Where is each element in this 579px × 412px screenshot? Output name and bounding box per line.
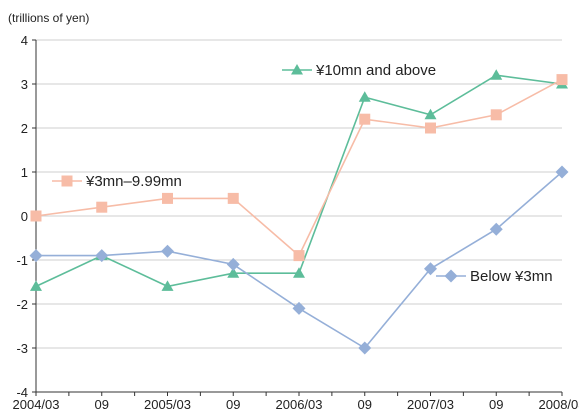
x-tick-labels: 2004/03 09 2005/03 09 2006/03 09 2007/03 09 2008…: [13, 397, 579, 412]
gridlines: [36, 39, 562, 349]
legend-label: Below ¥3mn: [470, 268, 553, 285]
y-tick-label: 0: [21, 209, 28, 224]
data-point: [95, 249, 109, 263]
data-point: [291, 64, 303, 75]
x-tick-label: 09: [358, 397, 372, 412]
x-tick-label: 2008/03: [539, 397, 579, 412]
data-point: [292, 301, 306, 315]
data-point: [30, 280, 42, 291]
data-point: [96, 201, 108, 213]
data-point: [29, 249, 43, 263]
y-tick-label: 4: [21, 33, 28, 48]
y-tick-label: -3: [16, 341, 28, 356]
y-axis-unit-label: (trillions of yen): [8, 11, 89, 25]
x-tick-label: 09: [226, 397, 240, 412]
y-tick-label: 2: [21, 121, 28, 136]
data-point: [425, 122, 436, 134]
data-point: [293, 267, 305, 278]
data-point: [358, 341, 372, 355]
series-line: [35, 78, 563, 257]
data-point: [161, 244, 174, 258]
data-point: [555, 165, 569, 179]
series-1: [30, 74, 568, 262]
y-tick-label: -4: [16, 385, 28, 400]
data-point: [556, 74, 568, 86]
y-tick-label: -2: [16, 297, 28, 312]
data-point: [61, 175, 73, 187]
legend-item: ¥3mn–9.99mn: [52, 173, 182, 190]
legend-item: ¥10mn and above: [282, 62, 436, 79]
data-point: [162, 192, 173, 204]
y-tick-label: 1: [21, 165, 28, 180]
series-2: [29, 165, 569, 355]
y-tick-label: -1: [16, 253, 28, 268]
data-point: [358, 91, 371, 102]
x-tick-label: 2005/03: [144, 397, 191, 412]
data-point: [227, 267, 240, 278]
legend: ¥10mn and above ¥3mn–9.99mn Below ¥3mn: [52, 62, 553, 285]
legend-label: ¥10mn and above: [315, 62, 436, 79]
data-point: [227, 192, 239, 204]
x-tick-label: 2006/03: [276, 397, 323, 412]
y-tick-label: 3: [21, 77, 28, 92]
data-point: [161, 280, 174, 291]
data-point: [293, 250, 305, 262]
series-group: [29, 69, 569, 355]
x-tick-label: 09: [489, 397, 503, 412]
data-point: [359, 113, 371, 125]
data-point: [30, 210, 42, 222]
y-tick-labels: 4 3 2 1 0 -1 -2 -3 -4: [16, 33, 28, 400]
legend-item: Below ¥3mn: [436, 268, 553, 285]
data-point: [490, 109, 502, 121]
x-tick-label: 2007/03: [407, 397, 454, 412]
legend-label: ¥3mn–9.99mn: [85, 173, 182, 190]
data-point: [424, 108, 437, 120]
x-tick-label: 09: [95, 397, 109, 412]
data-point: [489, 222, 503, 236]
data-point: [424, 262, 437, 276]
x-tick-label: 2004/03: [13, 397, 60, 412]
data-point: [490, 69, 503, 80]
axes: [32, 39, 563, 396]
data-point: [226, 257, 240, 271]
data-point: [444, 269, 458, 283]
